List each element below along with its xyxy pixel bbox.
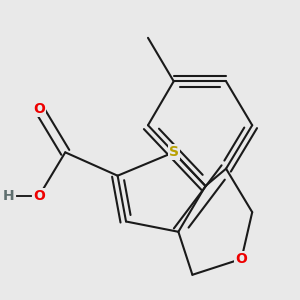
Text: O: O	[236, 252, 247, 266]
Text: H: H	[3, 189, 14, 203]
Text: S: S	[169, 145, 179, 159]
Text: O: O	[33, 102, 45, 116]
Text: O: O	[33, 189, 45, 203]
